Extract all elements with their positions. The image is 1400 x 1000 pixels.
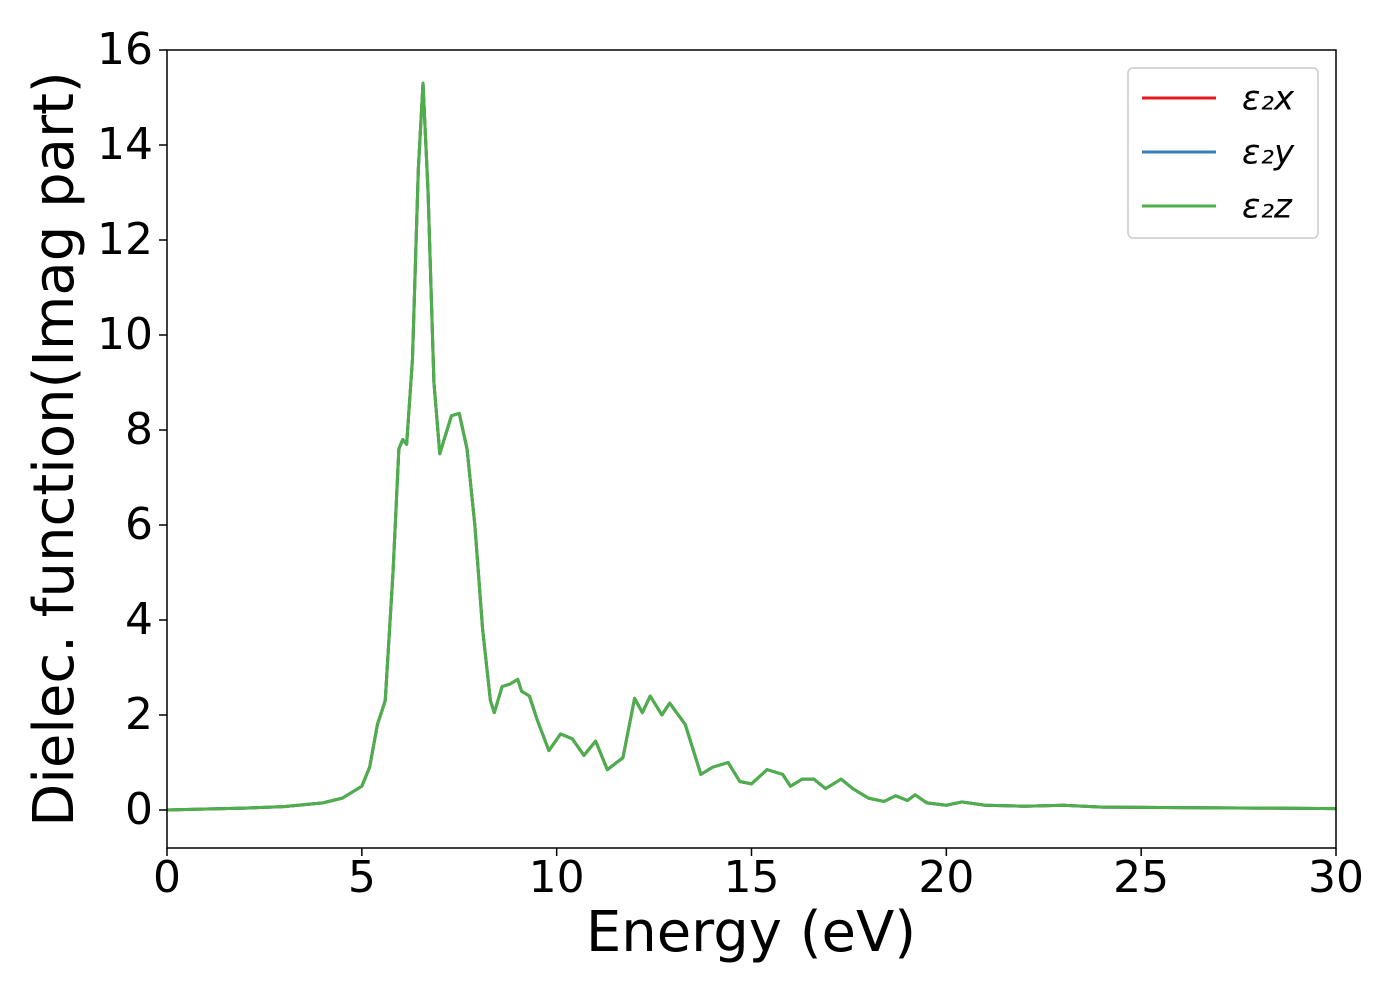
y-tick-label: 10 xyxy=(97,309,153,360)
x-tick-label: 0 xyxy=(153,852,181,903)
y-tick-label: 16 xyxy=(97,24,153,75)
x-tick-label: 20 xyxy=(918,852,974,903)
x-axis-label: Energy (eV) xyxy=(586,900,916,965)
legend-label: ε₂x xyxy=(1242,79,1295,119)
y-tick-label: 6 xyxy=(125,499,153,550)
x-tick-label: 25 xyxy=(1113,852,1169,903)
x-tick-label: 5 xyxy=(348,852,376,903)
y-tick-label: 0 xyxy=(125,784,153,835)
x-tick-label: 10 xyxy=(529,852,585,903)
y-axis-label: Dielec. function(Imag part) xyxy=(22,71,87,827)
y-tick-label: 8 xyxy=(125,404,153,455)
legend-label: ε₂z xyxy=(1242,187,1293,227)
y-tick-label: 14 xyxy=(97,119,153,170)
series-line xyxy=(166,81,1337,812)
x-tick-label: 30 xyxy=(1308,852,1364,903)
plot-frame xyxy=(166,49,1337,849)
legend-label: ε₂y xyxy=(1242,133,1295,173)
y-tick-label: 12 xyxy=(97,214,153,265)
x-tick-label: 15 xyxy=(724,852,780,903)
y-tick-label: 2 xyxy=(125,689,153,740)
y-tick-label: 4 xyxy=(125,594,153,645)
legend-box xyxy=(1127,67,1319,239)
